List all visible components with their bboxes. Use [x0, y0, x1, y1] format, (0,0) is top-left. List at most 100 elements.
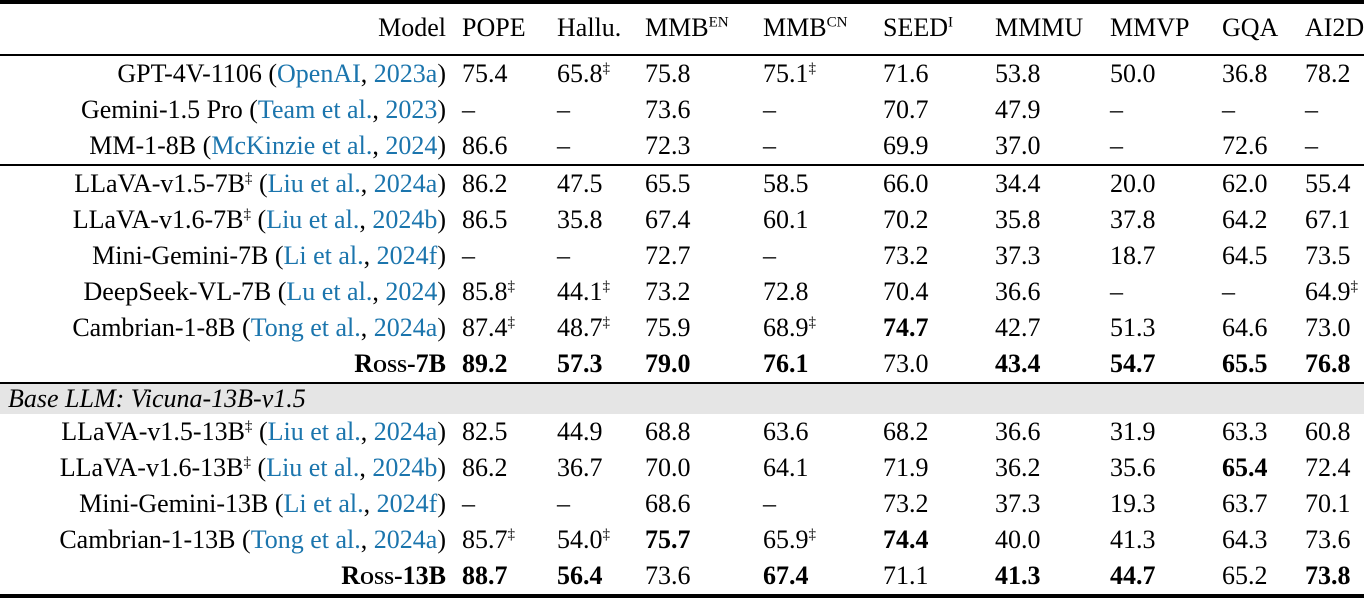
- column-label: MMMU: [995, 13, 1084, 42]
- header-cell-model: Model: [0, 2, 455, 56]
- score-value: 57.3: [557, 349, 603, 378]
- citation-year-link[interactable]: 2024a: [373, 417, 438, 446]
- score-value: 79.0: [645, 349, 691, 378]
- table-row-llava-v1-5-13b: LLaVA-v1.5-13B‡ (Liu et al., 2024a) 82.5 4…: [0, 414, 1364, 450]
- missing-value: –: [557, 131, 570, 160]
- value-cell-mmmu: 41.3: [988, 558, 1103, 596]
- dagger-icon: ‡: [243, 206, 252, 223]
- model-name: Mini-Gemini-13B: [79, 489, 269, 518]
- value-cell-mmben: 75.8: [638, 55, 756, 92]
- score-value: 36.2: [995, 453, 1041, 482]
- benchmark-results-table: Model POPE Hallu. MMBEN MMBCN SEEDI MMMU MMVP GQ…: [0, 0, 1364, 598]
- citation-year-link[interactable]: 2024a: [373, 169, 438, 198]
- value-cell-hallu: –: [550, 92, 638, 128]
- citation-author-link[interactable]: OpenAI: [277, 59, 361, 88]
- value-cell-mmbcn: 65.9‡: [756, 522, 876, 558]
- score-value: 36.6: [995, 277, 1041, 306]
- value-cell-seedi: 70.7: [876, 92, 988, 128]
- value-cell-hallu: 36.7: [550, 450, 638, 486]
- citation-year-link[interactable]: 2024b: [372, 453, 438, 482]
- citation-author-link[interactable]: Tong et al.: [250, 525, 361, 554]
- header-cell-mmvp: MMVP: [1103, 2, 1215, 56]
- value-cell-ai2d: 70.1: [1298, 486, 1364, 522]
- column-label: MMVP: [1110, 13, 1190, 42]
- table-row-gemini-1-5-pro: Gemini-1.5 Pro (Team et al., 2023) – –73.6…: [0, 92, 1364, 128]
- value-cell-mmbcn: 75.1‡: [756, 55, 876, 92]
- score-value: 72.7: [645, 241, 691, 270]
- missing-value: –: [557, 241, 570, 270]
- score-value: 78.2: [1305, 59, 1351, 88]
- citation-author-link[interactable]: Li et al.: [283, 241, 364, 270]
- value-cell-gqa: 62.0: [1215, 164, 1298, 202]
- value-cell-pope: 75.4: [455, 55, 550, 92]
- score-value: 20.0: [1110, 169, 1156, 198]
- table-row-mini-gemini-13b: Mini-Gemini-13B (Li et al., 2024f) – –68.6…: [0, 486, 1364, 522]
- value-cell-ai2d: 60.8: [1298, 414, 1364, 450]
- score-value: 63.7: [1222, 489, 1268, 518]
- score-value: 60.8: [1305, 417, 1351, 446]
- citation-author-link[interactable]: Liu et al.: [267, 169, 361, 198]
- citation-author-link[interactable]: Lu et al.: [286, 277, 373, 306]
- value-cell-hallu: 44.9: [550, 414, 638, 450]
- score-value: 31.9: [1110, 417, 1156, 446]
- value-cell-seedi: 68.2: [876, 414, 988, 450]
- model-name: Cambrian-1-13B: [59, 525, 236, 554]
- value-cell-pope: 87.4‡: [455, 310, 550, 346]
- score-value: 19.3: [1110, 489, 1156, 518]
- score-value: 73.6: [645, 561, 691, 590]
- citation-year-link[interactable]: 2024b: [372, 205, 438, 234]
- model-cell: Mini-Gemini-13B (Li et al., 2024f): [79, 489, 446, 518]
- value-cell-ai2d: 76.8: [1298, 346, 1364, 383]
- model-cell: Ross-7B: [0, 346, 455, 383]
- citation-year-link[interactable]: 2024f: [376, 489, 438, 518]
- citation-author-link[interactable]: Tong et al.: [250, 313, 361, 342]
- citation-year-link[interactable]: 2024: [385, 277, 438, 306]
- citation-author-link[interactable]: Liu et al.: [266, 453, 360, 482]
- citation-year-link[interactable]: 2023a: [373, 59, 438, 88]
- model-cell: LLaVA-v1.5-7B‡ (Liu et al., 2024a): [0, 164, 455, 202]
- table-row-deepseek-vl-7b: DeepSeek-VL-7B (Lu et al., 2024) 85.8‡ 44.…: [0, 274, 1364, 310]
- missing-value: –: [1110, 95, 1123, 124]
- score-value: 35.8: [995, 205, 1041, 234]
- missing-value: –: [763, 489, 776, 518]
- value-cell-hallu: 57.3: [550, 346, 638, 383]
- citation-author-link[interactable]: Team et al.: [257, 95, 373, 124]
- value-cell-mmvp: 18.7: [1103, 238, 1215, 274]
- missing-value: –: [462, 95, 475, 124]
- score-value: 73.0: [883, 349, 929, 378]
- section-band-label: Base LLM: Vicuna-13B-v1.5: [0, 382, 1364, 414]
- score-value: 36.6: [995, 417, 1041, 446]
- model-name: Cambrian-1-8B: [72, 313, 236, 342]
- value-cell-gqa: –: [1215, 274, 1298, 310]
- value-cell-mmben: 73.6: [638, 92, 756, 128]
- citation-author-link[interactable]: Li et al.: [283, 489, 364, 518]
- value-cell-pope: –: [455, 486, 550, 522]
- citation-year-link[interactable]: 2024a: [373, 525, 438, 554]
- score-value: 62.0: [1222, 169, 1268, 198]
- score-value: 74.4: [883, 525, 929, 554]
- score-value: 44.7: [1110, 561, 1156, 590]
- score-value: 48.7: [557, 313, 603, 342]
- score-value: 82.5: [462, 417, 508, 446]
- score-value: 73.6: [1305, 525, 1351, 554]
- citation-author-link[interactable]: McKinzie et al.: [211, 131, 373, 160]
- value-cell-gqa: –: [1215, 92, 1298, 128]
- model-cell: LLaVA-v1.6-7B‡ (Liu et al., 2024b): [72, 205, 446, 234]
- citation-year-link[interactable]: 2024a: [373, 313, 438, 342]
- value-cell-mmben: 72.3: [638, 128, 756, 165]
- dagger-icon: ‡: [602, 526, 611, 543]
- column-label: Hallu.: [557, 13, 622, 42]
- score-value: 65.5: [645, 169, 691, 198]
- citation-author-link[interactable]: Liu et al.: [267, 417, 361, 446]
- citation-author-link[interactable]: Liu et al.: [266, 205, 360, 234]
- value-cell-gqa: 63.7: [1215, 486, 1298, 522]
- citation-year-link[interactable]: 2024: [385, 131, 438, 160]
- dagger-icon: ‡: [1350, 278, 1359, 295]
- citation-year-link[interactable]: 2023: [385, 95, 438, 124]
- score-value: 73.5: [1305, 241, 1351, 270]
- value-cell-gqa: 65.2: [1215, 558, 1298, 596]
- value-cell-gqa: 64.5: [1215, 238, 1298, 274]
- score-value: 64.1: [763, 453, 809, 482]
- citation-year-link[interactable]: 2024f: [376, 241, 438, 270]
